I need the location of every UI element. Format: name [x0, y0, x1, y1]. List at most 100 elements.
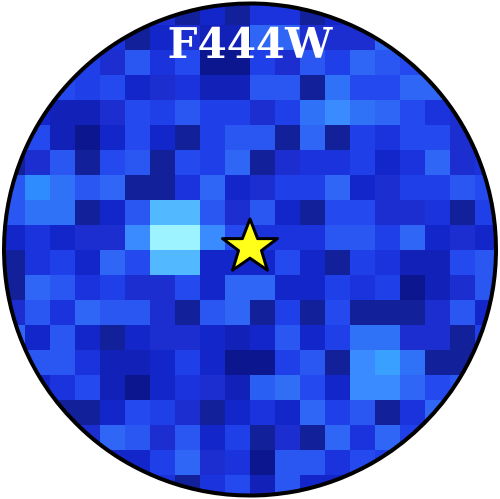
- image-pixel: [125, 375, 150, 400]
- image-pixel: [225, 125, 250, 150]
- image-pixel: [400, 250, 425, 275]
- image-pixel: [375, 300, 400, 325]
- image-pixel: [300, 175, 325, 200]
- image-pixel: [75, 300, 100, 325]
- image-pixel: [50, 275, 75, 300]
- image-pixel: [225, 350, 250, 375]
- image-pixel: [250, 200, 275, 225]
- image-pixel: [425, 450, 450, 475]
- image-pixel: [475, 250, 496, 275]
- image-pixel: [4, 50, 25, 75]
- image-pixel: [425, 125, 450, 150]
- image-pixel: [400, 150, 425, 175]
- image-pixel: [425, 25, 450, 50]
- filter-label: F444W: [168, 19, 333, 68]
- image-pixel: [300, 25, 325, 50]
- image-pixel: [200, 325, 225, 350]
- image-pixel: [75, 125, 100, 150]
- image-pixel: [475, 3, 496, 25]
- image-pixel: [200, 400, 225, 425]
- image-pixel: [100, 225, 125, 250]
- image-pixel: [150, 325, 175, 350]
- image-pixel: [225, 325, 250, 350]
- image-pixel: [375, 350, 400, 375]
- image-pixel: [200, 200, 225, 225]
- image-pixel: [375, 275, 400, 300]
- image-pixel: [150, 175, 175, 200]
- image-pixel: [325, 200, 350, 225]
- image-pixel: [325, 75, 350, 100]
- image-pixel: [325, 225, 350, 250]
- image-pixel: [350, 200, 375, 225]
- image-pixel: [150, 150, 175, 175]
- image-pixel: [150, 75, 175, 100]
- image-pixel: [300, 100, 325, 125]
- image-pixel: [4, 250, 25, 275]
- image-pixel: [425, 425, 450, 450]
- image-pixel: [400, 275, 425, 300]
- image-pixel: [300, 425, 325, 450]
- image-pixel: [475, 475, 496, 496]
- image-pixel: [375, 250, 400, 275]
- image-pixel: [275, 25, 300, 50]
- image-pixel: [125, 300, 150, 325]
- image-pixel: [400, 350, 425, 375]
- image-pixel: [200, 250, 225, 275]
- image-pixel: [275, 450, 300, 475]
- image-pixel: [100, 175, 125, 200]
- image-pixel: [350, 150, 375, 175]
- image-pixel: [75, 325, 100, 350]
- image-pixel: [125, 175, 150, 200]
- image-pixel: [150, 225, 175, 250]
- image-pixel: [250, 3, 275, 25]
- image-pixel: [450, 75, 475, 100]
- image-pixel: [325, 150, 350, 175]
- image-pixel: [350, 475, 375, 496]
- image-pixel: [400, 325, 425, 350]
- image-pixel: [325, 25, 350, 50]
- image-pixel: [25, 25, 50, 50]
- image-pixel: [75, 25, 100, 50]
- image-pixel: [375, 400, 400, 425]
- image-pixel: [475, 125, 496, 150]
- image-pixel: [375, 475, 400, 496]
- image-pixel: [350, 100, 375, 125]
- image-pixel: [325, 100, 350, 125]
- image-pixel: [25, 475, 50, 496]
- image-pixel: [400, 75, 425, 100]
- image-pixel: [25, 275, 50, 300]
- image-pixel: [375, 150, 400, 175]
- image-pixel: [425, 150, 450, 175]
- image-pixel: [300, 125, 325, 150]
- image-pixel: [425, 225, 450, 250]
- image-pixel: [50, 450, 75, 475]
- image-pixel: [250, 325, 275, 350]
- image-pixel: [50, 250, 75, 275]
- image-pixel: [4, 350, 25, 375]
- image-pixel: [325, 425, 350, 450]
- image-pixel: [275, 75, 300, 100]
- image-pixel: [350, 325, 375, 350]
- image-pixel: [150, 50, 175, 75]
- image-pixel: [250, 75, 275, 100]
- image-pixel: [375, 325, 400, 350]
- image-pixel: [125, 275, 150, 300]
- image-pixel: [25, 3, 50, 25]
- image-pixel: [175, 175, 200, 200]
- image-pixel: [400, 225, 425, 250]
- image-pixel: [4, 3, 25, 25]
- image-pixel: [50, 475, 75, 496]
- image-pixel: [450, 200, 475, 225]
- image-pixel: [125, 200, 150, 225]
- image-pixel: [150, 400, 175, 425]
- image-pixel: [275, 250, 300, 275]
- image-pixel: [350, 75, 375, 100]
- image-pixel: [225, 50, 250, 75]
- image-pixel: [4, 125, 25, 150]
- image-pixel: [175, 75, 200, 100]
- image-pixel: [4, 425, 25, 450]
- image-pixel: [450, 250, 475, 275]
- image-pixel: [375, 75, 400, 100]
- image-pixel: [400, 175, 425, 200]
- image-pixel: [75, 475, 100, 496]
